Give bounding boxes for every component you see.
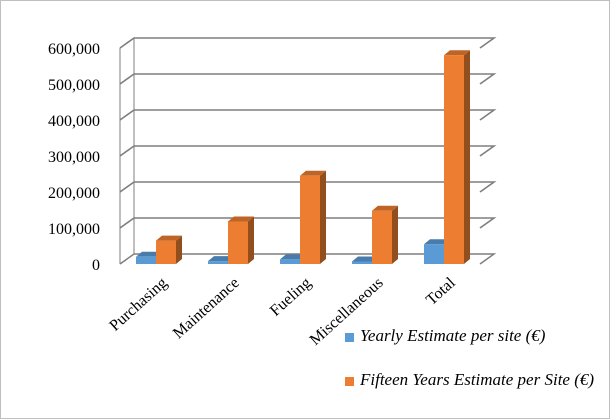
bar-front [300, 176, 320, 264]
bar-side [320, 171, 326, 264]
bar-front [424, 244, 444, 264]
bar-fifteen-years-miscellaneous [372, 206, 398, 264]
bar-front [208, 261, 228, 264]
bar-front [372, 211, 392, 264]
bar-front [136, 257, 156, 264]
bar-fifteen-years-total [444, 50, 470, 264]
y-tick-label: 400,000 [48, 113, 100, 130]
legend-swatch-yearly [345, 333, 354, 342]
gridline [120, 146, 494, 156]
gridline [120, 74, 494, 84]
y-tick-label: 500,000 [48, 77, 100, 94]
y-axis-tick-labels: 0 100,000 200,000 300,000 400,000 500,000 600,… [48, 41, 100, 274]
bar-side [464, 50, 470, 264]
x-tick-label: Purchasing [106, 274, 170, 334]
legend-label-yearly: Yearly Estimate per site (€) [360, 325, 610, 347]
bar-fifteen-years-maintenance [228, 217, 254, 264]
y-tick-label: 200,000 [48, 185, 100, 202]
bar-front [280, 259, 300, 264]
y-tick-label: 300,000 [48, 149, 100, 166]
bar-side [176, 236, 182, 264]
bars [136, 50, 470, 264]
bar-front [228, 222, 248, 264]
bar-front [444, 55, 464, 264]
bar-fifteen-years-fueling [300, 171, 326, 264]
y-tick-label: 600,000 [48, 41, 100, 58]
bar-side [248, 217, 254, 264]
bar-side [392, 206, 398, 264]
y-tick-label: 0 [92, 257, 100, 274]
bar-fifteen-years-purchasing [156, 236, 182, 264]
gridline [120, 110, 494, 120]
bar-front [352, 261, 372, 264]
x-tick-label: Maintenance [170, 274, 243, 342]
legend-label-fifteen-years: Fifteen Years Estimate per Site (€) [360, 369, 610, 391]
bar-front [156, 241, 176, 264]
gridline [120, 38, 494, 48]
y-tick-label: 100,000 [48, 221, 100, 238]
x-tick-label: Total [423, 274, 459, 309]
x-tick-label: Fueling [267, 274, 315, 319]
legend-swatch-fifteen-years [345, 377, 354, 386]
